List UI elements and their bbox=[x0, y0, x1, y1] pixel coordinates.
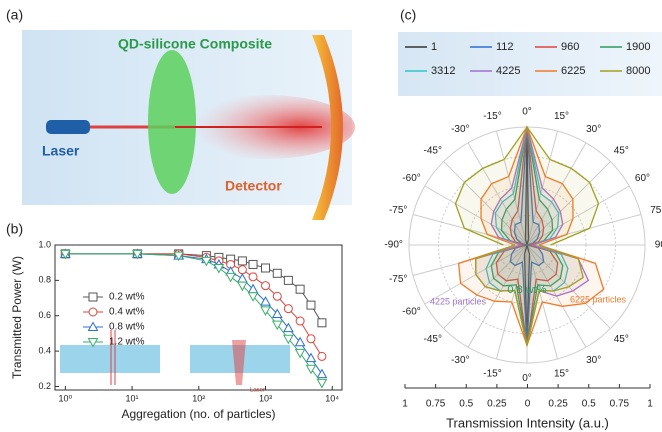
angle-label: -45° bbox=[423, 145, 441, 156]
angle-label: 0° bbox=[522, 106, 532, 117]
angle-label: -75° bbox=[389, 205, 407, 216]
page: {"panel_labels":["(a)","(b)","(c)"], "di… bbox=[0, 0, 662, 432]
marker bbox=[249, 273, 257, 281]
marker bbox=[284, 305, 292, 313]
marker bbox=[238, 274, 247, 282]
composite-disk bbox=[148, 50, 196, 194]
angle-label: 30° bbox=[586, 124, 601, 135]
x-axis-label: Transmission Intensity (a.u.) bbox=[446, 415, 609, 430]
polar-curve bbox=[455, 127, 598, 245]
marker bbox=[317, 370, 326, 378]
angle-label: 75 bbox=[650, 205, 662, 216]
marker bbox=[318, 319, 326, 327]
angle-label: 45° bbox=[614, 334, 629, 345]
angle-label: 15° bbox=[554, 368, 569, 379]
panel-label: (a) bbox=[6, 7, 23, 23]
composite-label: QD-silicone Composite bbox=[118, 36, 272, 52]
marker bbox=[262, 282, 270, 290]
angle-label: 90 bbox=[655, 240, 662, 251]
panel-label: (b) bbox=[6, 221, 23, 237]
legend-label: 1.2 wt% bbox=[109, 337, 145, 348]
laser-label: Laser bbox=[42, 143, 80, 159]
legend-label: 1 bbox=[431, 41, 437, 53]
marker bbox=[262, 264, 270, 272]
x-tick-label: 10⁰ bbox=[59, 393, 73, 403]
marker bbox=[296, 349, 305, 357]
angle-label: -15° bbox=[483, 368, 501, 379]
angle-label: -15° bbox=[483, 111, 501, 122]
x-tick-label: 10⁴ bbox=[325, 393, 339, 403]
legend-label: 3312 bbox=[431, 65, 455, 77]
marker bbox=[317, 379, 326, 387]
x-tick-label: 1 bbox=[647, 399, 653, 410]
annotation: 4225 particles bbox=[430, 296, 487, 306]
legend-label: 1900 bbox=[626, 41, 650, 53]
angle-label: 15° bbox=[554, 111, 569, 122]
x-tick-label: 0 bbox=[525, 399, 531, 410]
marker bbox=[296, 317, 304, 325]
x-tick-label: 10¹ bbox=[126, 393, 139, 403]
legend-label: 112 bbox=[496, 41, 514, 53]
marker bbox=[214, 264, 223, 272]
legend-label: 0.8 wt% bbox=[109, 322, 145, 333]
marker bbox=[307, 301, 315, 309]
angle-label: -30° bbox=[451, 355, 469, 366]
marker bbox=[273, 269, 281, 277]
y-tick-label: 0.2 bbox=[38, 381, 51, 391]
y-tick-label: 1.0 bbox=[38, 239, 51, 249]
fiber bbox=[46, 120, 90, 134]
panel-label: (c) bbox=[400, 7, 416, 23]
series-line bbox=[65, 254, 322, 357]
marker bbox=[306, 354, 315, 362]
angle-label: -60° bbox=[402, 306, 420, 317]
marker bbox=[273, 292, 281, 300]
x-tick-label: 0.75 bbox=[426, 399, 446, 410]
marker bbox=[238, 257, 246, 265]
marker bbox=[318, 352, 326, 360]
detector-label: Detector bbox=[225, 178, 282, 194]
x-tick-label: 0.5 bbox=[459, 399, 473, 410]
marker bbox=[226, 273, 235, 281]
angle-label: 0° bbox=[522, 373, 532, 384]
x-tick-label: 0.25 bbox=[548, 399, 568, 410]
angle-label: -75° bbox=[389, 274, 407, 285]
x-tick-label: 0.5 bbox=[582, 399, 596, 410]
x-tick-label: 0.25 bbox=[487, 399, 507, 410]
angle-label: 60° bbox=[635, 173, 650, 184]
y-tick-label: 0.8 bbox=[38, 275, 51, 285]
y-tick-label: 0.6 bbox=[38, 310, 51, 320]
x-tick-label: 0.75 bbox=[610, 399, 630, 410]
legend-label: 0.2 wt% bbox=[109, 292, 145, 303]
marker bbox=[284, 276, 292, 284]
legend-label: 0.4 wt% bbox=[109, 307, 145, 318]
marker bbox=[89, 293, 97, 301]
x-tick-label: 10³ bbox=[259, 393, 272, 403]
marker bbox=[249, 260, 257, 268]
marker bbox=[296, 285, 304, 293]
legend-label: 8000 bbox=[626, 65, 650, 77]
angle-label: -45° bbox=[423, 334, 441, 345]
y-tick-label: 0.4 bbox=[38, 345, 51, 355]
legend-label: 960 bbox=[561, 41, 579, 53]
figure: (a) QD-silicone Composite Laser Detector… bbox=[0, 0, 662, 432]
angle-label: -30° bbox=[451, 124, 469, 135]
annotation: 6225 particles bbox=[570, 294, 627, 304]
y-axis-label: Transmitted Power (W) bbox=[10, 256, 24, 379]
annotation: 0.8 wt% bbox=[507, 284, 546, 296]
legend-label: 4225 bbox=[496, 65, 520, 77]
x-tick-label: 1 bbox=[402, 399, 408, 410]
angle-label: 30° bbox=[586, 355, 601, 366]
x-tick-label: 10² bbox=[192, 393, 205, 403]
marker bbox=[307, 335, 315, 343]
marker bbox=[238, 266, 246, 274]
series-line bbox=[65, 254, 322, 323]
angle-label: 45° bbox=[614, 145, 629, 156]
angle-label: -90° bbox=[384, 240, 402, 251]
legend-label: 6225 bbox=[561, 65, 585, 77]
marker bbox=[89, 308, 97, 316]
x-axis-label: Aggregation (no. of particles) bbox=[121, 407, 275, 421]
angle-label: -60° bbox=[402, 173, 420, 184]
